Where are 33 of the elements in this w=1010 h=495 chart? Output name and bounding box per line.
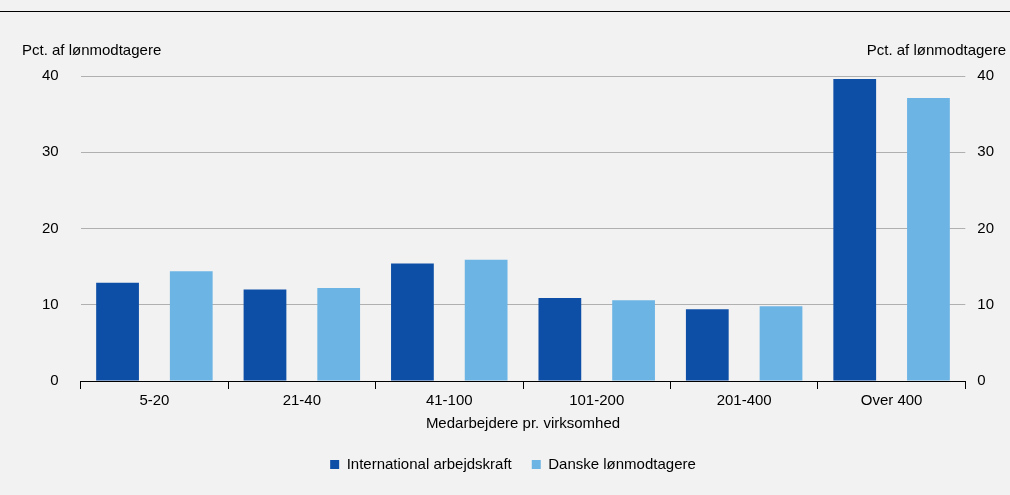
y-tick-label: 20	[42, 218, 59, 236]
y-tick-label: 0	[50, 371, 59, 389]
bar	[243, 289, 287, 381]
y-tick-label: 30	[42, 142, 59, 160]
bar	[538, 297, 582, 381]
x-tick-label: 41-100	[425, 391, 473, 409]
bar	[685, 309, 729, 381]
legend-label: Danske lønmodtagere	[548, 454, 696, 472]
legend-label: International arbejdskraft	[346, 454, 513, 472]
bar	[833, 79, 877, 381]
x-tick-label: 21-40	[282, 391, 322, 409]
x-tick-label: Over 400	[860, 391, 923, 409]
y-tick-label: 10	[42, 294, 59, 312]
y2-tick-label: 30	[977, 142, 994, 160]
bar	[96, 282, 139, 381]
bar	[907, 98, 950, 381]
bar	[612, 300, 655, 381]
x-axis-title: Medarbejdere pr. virksomhed	[425, 414, 621, 432]
x-tick-label: 201-400	[716, 391, 772, 409]
y-tick-label: 40	[42, 66, 59, 84]
bar	[464, 259, 508, 381]
y2-tick-label: 0	[977, 371, 986, 389]
y-axis-title: Pct. af lønmodtagere	[22, 40, 162, 58]
y2-axis-title: Pct. af lønmodtagere	[866, 40, 1006, 58]
y2-tick-label: 20	[977, 218, 994, 236]
bar	[169, 271, 213, 381]
y2-tick-label: 10	[977, 294, 994, 312]
x-tick-label: 5-20	[139, 391, 170, 409]
bar	[391, 263, 434, 381]
bar	[759, 306, 803, 381]
bar	[317, 287, 361, 381]
y2-tick-label: 40	[977, 66, 994, 84]
x-tick-label: 101-200	[569, 391, 625, 409]
